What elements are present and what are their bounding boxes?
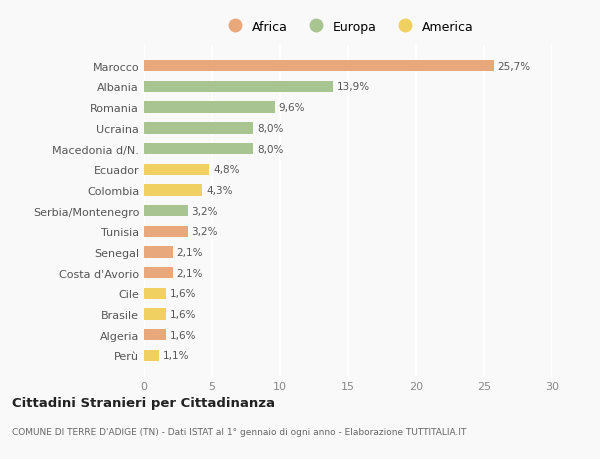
Bar	[144, 164, 209, 175]
Bar	[144, 206, 188, 217]
Text: 3,2%: 3,2%	[191, 227, 218, 237]
Bar	[144, 330, 166, 341]
Bar	[144, 144, 253, 155]
Legend: Africa, Europa, America: Africa, Europa, America	[217, 16, 479, 39]
Bar	[144, 350, 159, 361]
Bar	[144, 247, 173, 258]
Text: 1,6%: 1,6%	[170, 289, 196, 299]
Bar	[144, 309, 166, 320]
Bar	[144, 82, 333, 93]
Text: 1,6%: 1,6%	[170, 330, 196, 340]
Bar	[144, 61, 494, 72]
Bar	[144, 268, 173, 279]
Text: 25,7%: 25,7%	[497, 62, 531, 72]
Bar	[144, 226, 188, 237]
Bar	[144, 288, 166, 299]
Text: 4,8%: 4,8%	[214, 165, 240, 175]
Text: Cittadini Stranieri per Cittadinanza: Cittadini Stranieri per Cittadinanza	[12, 396, 275, 409]
Text: COMUNE DI TERRE D'ADIGE (TN) - Dati ISTAT al 1° gennaio di ogni anno - Elaborazi: COMUNE DI TERRE D'ADIGE (TN) - Dati ISTA…	[12, 427, 466, 436]
Text: 3,2%: 3,2%	[191, 206, 218, 216]
Text: 2,1%: 2,1%	[176, 247, 203, 257]
Bar	[144, 123, 253, 134]
Bar	[144, 185, 202, 196]
Text: 13,9%: 13,9%	[337, 82, 370, 92]
Text: 8,0%: 8,0%	[257, 123, 283, 134]
Text: 4,3%: 4,3%	[206, 185, 233, 196]
Text: 1,1%: 1,1%	[163, 351, 190, 361]
Text: 9,6%: 9,6%	[278, 103, 305, 113]
Text: 2,1%: 2,1%	[176, 268, 203, 278]
Text: 1,6%: 1,6%	[170, 309, 196, 319]
Bar	[144, 102, 275, 113]
Text: 8,0%: 8,0%	[257, 144, 283, 154]
